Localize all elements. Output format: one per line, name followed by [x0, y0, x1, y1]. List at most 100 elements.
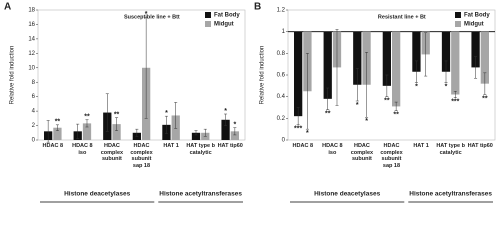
category-label-box: HAT type b catalytic: [186, 143, 215, 156]
significance-label: **: [482, 95, 488, 102]
y-tick-label: 0.4: [277, 94, 286, 100]
bar: [471, 31, 480, 68]
y-tick-label: 1: [282, 29, 286, 35]
error-bar: [85, 119, 89, 128]
significance-label: **: [114, 111, 120, 118]
bar: [221, 119, 230, 140]
y-tick-label: 0.2: [277, 116, 286, 122]
error-bar: [335, 29, 339, 106]
bar: [353, 31, 362, 85]
significance-label: ***: [451, 99, 459, 106]
significance-label: **: [84, 114, 90, 121]
y-tick-label: 4: [32, 109, 36, 115]
legend-label: Fat Body: [214, 13, 240, 19]
plot-frame: [287, 9, 496, 141]
x-tick-label: HAT 1: [413, 143, 429, 149]
condition-label: Susceptible line + Btt: [124, 14, 180, 20]
error-bar: [194, 130, 198, 136]
category-label-box: HAT 1: [163, 143, 179, 149]
category-label-box: HDAC 8 iso: [72, 143, 93, 156]
y-tick-label: 10: [28, 65, 35, 71]
error-bar: [326, 87, 330, 110]
category-label-box: HDAC 8 iso: [322, 143, 343, 156]
error-bar: [174, 102, 178, 129]
condition-label: Resistant line + Bt: [378, 14, 426, 20]
significance-label: **: [325, 111, 331, 118]
significance-label: *: [356, 102, 359, 109]
category-label-box: HDAC complex subunit: [100, 143, 124, 162]
category-label-box: HDAC 8: [42, 143, 64, 149]
error-bar: [55, 124, 59, 131]
y-axis-title: Relative fold induction: [260, 46, 266, 105]
legend-swatch: [455, 12, 461, 18]
bar: [323, 31, 332, 99]
significance-label: *: [306, 130, 309, 137]
significance-label: *: [165, 110, 168, 117]
error-bar: [233, 127, 237, 136]
group-label: Histone deacetylases: [314, 191, 381, 198]
y-tick-label: 0.6: [277, 73, 286, 79]
category-label-box: HAT type b catalytic: [436, 143, 465, 156]
significance-label: *: [233, 122, 236, 129]
y-tick-label: 1.2: [277, 8, 286, 14]
category-label-box: HDAC 8: [292, 143, 314, 149]
error-bar: [76, 123, 80, 139]
plot-frame: [37, 9, 246, 141]
bar: [82, 123, 92, 140]
legend-swatch: [205, 21, 211, 27]
legend-label: Midgut: [214, 22, 234, 28]
significance-label: *: [145, 11, 148, 18]
category-label-box: HAT tip60: [468, 143, 493, 149]
y-tick-label: 2: [32, 123, 36, 129]
x-tick-label: HDAC complex subunit: [350, 143, 374, 162]
category-label-box: HAT tip60: [218, 143, 243, 149]
category-label-box: HDAC complex subunit: [350, 143, 374, 162]
bar: [112, 124, 121, 140]
error-bar: [164, 115, 168, 134]
panel-label: B: [254, 2, 261, 13]
x-tick-label: HAT type b catalytic: [436, 143, 465, 156]
y-tick-label: 8: [32, 80, 36, 86]
error-bar: [483, 72, 487, 95]
error-bar: [424, 32, 428, 77]
error-bar: [296, 107, 300, 126]
figure: A Relative fold induction Susceptible line…: [4, 2, 496, 203]
bar: [412, 31, 421, 72]
bar: [480, 31, 489, 84]
error-bar: [203, 128, 207, 137]
x-tick-label: HAT type b catalytic: [186, 143, 215, 156]
x-tick-label: HDAC complex subunit: [100, 143, 124, 162]
bar: [191, 132, 201, 140]
error-bar: [305, 53, 309, 130]
y-tick-label: 0: [282, 138, 286, 144]
y-tick-label: 6: [32, 94, 36, 100]
bar: [392, 31, 401, 107]
error-bar: [414, 60, 418, 83]
error-bar: [453, 91, 457, 98]
bar: [230, 131, 239, 140]
significance-label: *: [365, 118, 368, 125]
x-tick-label: HDAC 8: [42, 143, 64, 149]
bar: [441, 31, 451, 72]
significance-label: *: [224, 108, 227, 115]
y-tick-label: 0.8: [277, 51, 286, 57]
significance-label: *: [445, 83, 448, 90]
error-bar: [444, 60, 448, 83]
category-label-box: HAT 1: [413, 143, 429, 149]
bar: [382, 31, 391, 86]
y-tick-label: 14: [28, 36, 35, 42]
x-tick-label: HAT 1: [163, 143, 179, 149]
legend-label: Midgut: [464, 22, 484, 28]
x-tick-label: HDAC complex subunit sap 18: [380, 143, 403, 169]
x-tick-label: HDAC 8 iso: [72, 143, 93, 156]
x-tick-label: HDAC 8: [292, 143, 314, 149]
error-bar: [144, 16, 148, 119]
group-label: Histone acetyltransferases: [159, 191, 242, 198]
x-tick-label: HDAC 8 iso: [322, 143, 343, 156]
error-bar: [365, 52, 369, 118]
legend-label: Fat Body: [464, 13, 490, 19]
bar: [53, 127, 62, 140]
x-tick-label: HDAC complex subunit sap 18: [130, 143, 153, 169]
error-bar: [394, 101, 398, 111]
significance-label: **: [393, 112, 399, 119]
